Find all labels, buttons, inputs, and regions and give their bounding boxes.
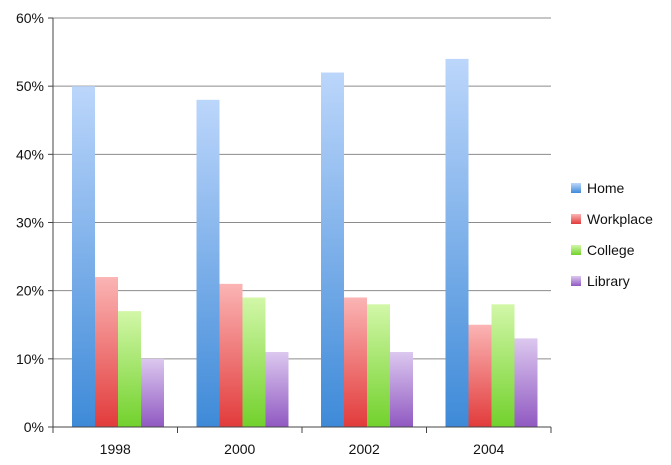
x-tick-labels: 1998 2000 2002 2004 xyxy=(100,441,505,457)
bar-workplace-2002 xyxy=(344,297,367,427)
gridlines xyxy=(53,17,551,360)
legend-swatch-workplace xyxy=(571,214,581,224)
x-tick-label: 1998 xyxy=(100,441,131,457)
bar-library-2000 xyxy=(265,352,289,427)
bar-home-2000 xyxy=(196,99,220,428)
legend-label-home: Home xyxy=(587,180,625,196)
y-tick-label: 60% xyxy=(16,10,44,26)
bar-library-2002 xyxy=(390,352,413,427)
y-tick-label: 10% xyxy=(16,351,44,367)
y-tick-label: 20% xyxy=(16,283,44,299)
axes xyxy=(48,17,552,433)
x-tick-label: 2002 xyxy=(349,441,380,457)
y-tick-labels: 0% 10% 20% 30% 40% 50% 60% xyxy=(16,10,44,435)
bar-college-2000 xyxy=(242,297,266,427)
bar-workplace-1998 xyxy=(95,277,118,427)
bar-library-1998 xyxy=(141,358,164,427)
x-tick-label: 2000 xyxy=(224,441,255,457)
y-tick-label: 50% xyxy=(16,78,44,94)
legend-label-workplace: Workplace xyxy=(587,211,653,227)
bar-home-2004 xyxy=(445,58,469,428)
y-tick-label: 0% xyxy=(24,419,44,435)
bar-workplace-2004 xyxy=(468,324,492,427)
legend-swatch-library xyxy=(571,276,581,286)
legend-label-college: College xyxy=(587,242,635,258)
bar-library-2004 xyxy=(514,338,538,427)
bar-college-2004 xyxy=(491,304,515,427)
bar-college-2002 xyxy=(367,304,390,427)
bar-workplace-2000 xyxy=(219,283,243,427)
y-tick-label: 40% xyxy=(16,146,44,162)
legend-swatch-home xyxy=(571,183,581,193)
bars xyxy=(72,58,538,428)
y-tick-label: 30% xyxy=(16,215,44,231)
legend-swatch-college xyxy=(571,245,581,255)
x-tick-label: 2004 xyxy=(473,441,504,457)
legend-label-library: Library xyxy=(587,273,630,289)
bar-home-2002 xyxy=(321,72,344,428)
legend: Home Workplace College Library xyxy=(571,180,653,289)
bar-home-1998 xyxy=(72,86,95,428)
bar-college-1998 xyxy=(118,311,141,427)
